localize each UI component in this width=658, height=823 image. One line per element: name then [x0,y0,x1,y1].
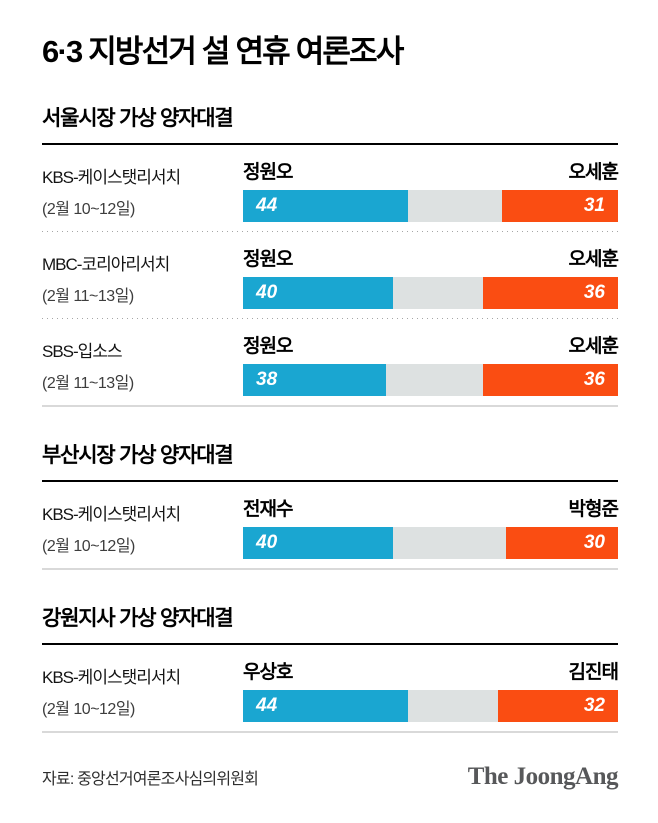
candidate-left-name: 정원오 [243,335,293,357]
footer: 자료: 중앙선거여론조사심의위원회 The JoongAng [42,762,619,791]
survey-period: (2월 11~13일) [42,287,134,305]
poll-row: KBS-케이스탯리서치 (2월 10~12일) 우상호 김진태 44 32 [42,645,619,731]
bar-segment-undecided [408,189,502,222]
matchup-bar: 44 32 [243,689,618,722]
candidate-names: 우상호 김진태 [243,657,619,684]
source-credit: 자료: 중앙선거여론조사심의위원회 [42,770,259,788]
survey-period: (2월 10~12일) [42,537,135,555]
bar-segment-right: 36 [483,276,618,309]
poll-section: 부산시장 가상 양자대결 KBS-케이스탯리서치 (2월 10~12일) 전재수 박형준… [42,439,619,570]
candidate-left-value: 44 [256,694,278,716]
poll-row: SBS-입소스 (2월 11~13일) 정원오 오세훈 38 36 [42,319,619,405]
poll-section: 강원지사 가상 양자대결 KBS-케이스탯리서치 (2월 10~12일) 우상호 김진태… [42,602,619,733]
candidate-left-value: 40 [256,531,278,553]
joongang-logo: The JoongAng [467,762,619,790]
survey-period: (2월 10~12일) [42,200,135,218]
bar-segment-left: 40 [243,276,393,309]
section-heading: 부산시장 가상 양자대결 [42,439,618,482]
poll-row: KBS-케이스탯리서치 (2월 10~12일) 정원오 오세훈 44 31 [42,145,619,231]
matchup-chart: 우상호 김진태 44 32 [243,657,619,722]
bar-segment-left: 38 [243,363,386,396]
candidate-left-name: 우상호 [243,661,293,683]
section-heading: 강원지사 가상 양자대결 [42,602,618,645]
candidate-names: 전재수 박형준 [243,494,619,521]
pollster-name: SBS-입소스 [42,341,123,361]
matchup-chart: 전재수 박형준 40 30 [243,494,619,559]
bar-segment-right: 36 [483,363,618,396]
poll-source-label: KBS-케이스탯리서치 (2월 10~12일) [42,157,243,222]
section-end-line [42,730,618,733]
bar-segment-left: 44 [243,689,408,722]
poll-source-label: MBC-코리아리서치 (2월 11~13일) [42,244,243,309]
matchup-chart: 정원오 오세훈 38 36 [243,331,619,396]
candidate-right-value: 32 [583,694,605,716]
candidate-left-name: 정원오 [243,161,293,183]
poll-row: KBS-케이스탯리서치 (2월 10~12일) 전재수 박형준 40 30 [42,482,619,568]
matchup-chart: 정원오 오세훈 44 31 [243,157,619,222]
matchup-bar: 40 36 [243,276,618,309]
poll-source-label: KBS-케이스탯리서치 (2월 10~12일) [42,657,243,722]
candidate-right-value: 30 [583,531,605,553]
pollster-name: KBS-케이스탯리서치 [42,667,181,687]
candidate-left-value: 44 [256,194,278,216]
matchup-bar: 38 36 [243,363,618,396]
section-heading: 서울시장 가상 양자대결 [42,102,618,145]
poll-row: MBC-코리아리서치 (2월 11~13일) 정원오 오세훈 40 36 [42,232,619,318]
candidate-left-value: 40 [256,281,278,303]
candidate-right-value: 31 [583,194,605,216]
candidate-left-value: 38 [256,368,278,390]
bar-segment-right: 31 [501,189,618,222]
candidate-left-name: 정원오 [243,248,293,270]
bar-segment-undecided [393,526,506,559]
poll-section: 서울시장 가상 양자대결 KBS-케이스탯리서치 (2월 10~12일) 정원오 오세훈… [42,102,619,407]
pollster-name: KBS-케이스탯리서치 [42,504,181,524]
candidate-right-value: 36 [583,281,605,303]
section-end-line [42,567,618,570]
section-end-line [42,404,618,407]
poll-rows: KBS-케이스탯리서치 (2월 10~12일) 정원오 오세훈 44 31 MBC-코리아리… [42,145,619,405]
candidate-right-name: 김진태 [568,661,619,683]
candidate-names: 정원오 오세훈 [243,157,619,184]
poll-rows: KBS-케이스탯리서치 (2월 10~12일) 우상호 김진태 44 32 [42,645,619,731]
bar-segment-undecided [385,363,483,396]
matchup-bar: 44 31 [243,189,618,222]
candidate-names: 정원오 오세훈 [243,244,619,271]
pollster-name: MBC-코리아리서치 [42,254,170,274]
bar-segment-right: 32 [498,689,618,722]
candidate-right-name: 오세훈 [568,248,619,270]
dotted-separator [42,230,618,232]
candidate-right-value: 36 [583,368,605,390]
page-title: 6·3 지방선거 설 연휴 여론조사 [42,34,404,69]
bar-segment-undecided [393,276,483,309]
pollster-name: KBS-케이스탯리서치 [42,167,181,187]
candidate-right-name: 박형준 [568,498,619,520]
matchup-bar: 40 30 [243,526,618,559]
survey-period: (2월 10~12일) [42,700,135,718]
poll-source-label: KBS-케이스탯리서치 (2월 10~12일) [42,494,243,559]
candidate-right-name: 오세훈 [568,161,619,183]
bar-segment-undecided [408,689,498,722]
sections: 서울시장 가상 양자대결 KBS-케이스탯리서치 (2월 10~12일) 정원오 오세훈… [42,102,619,733]
dotted-separator [42,317,618,319]
candidate-right-name: 오세훈 [568,335,619,357]
survey-period: (2월 11~13일) [42,374,134,392]
bar-segment-left: 40 [243,526,393,559]
infographic: 6·3 지방선거 설 연휴 여론조사 서울시장 가상 양자대결 KBS-케이스탯리… [0,34,658,791]
bar-segment-left: 44 [243,189,408,222]
candidate-names: 정원오 오세훈 [243,331,619,358]
poll-rows: KBS-케이스탯리서치 (2월 10~12일) 전재수 박형준 40 30 [42,482,619,568]
bar-segment-right: 30 [505,526,618,559]
poll-source-label: SBS-입소스 (2월 11~13일) [42,331,243,396]
candidate-left-name: 전재수 [243,498,293,520]
matchup-chart: 정원오 오세훈 40 36 [243,244,619,309]
